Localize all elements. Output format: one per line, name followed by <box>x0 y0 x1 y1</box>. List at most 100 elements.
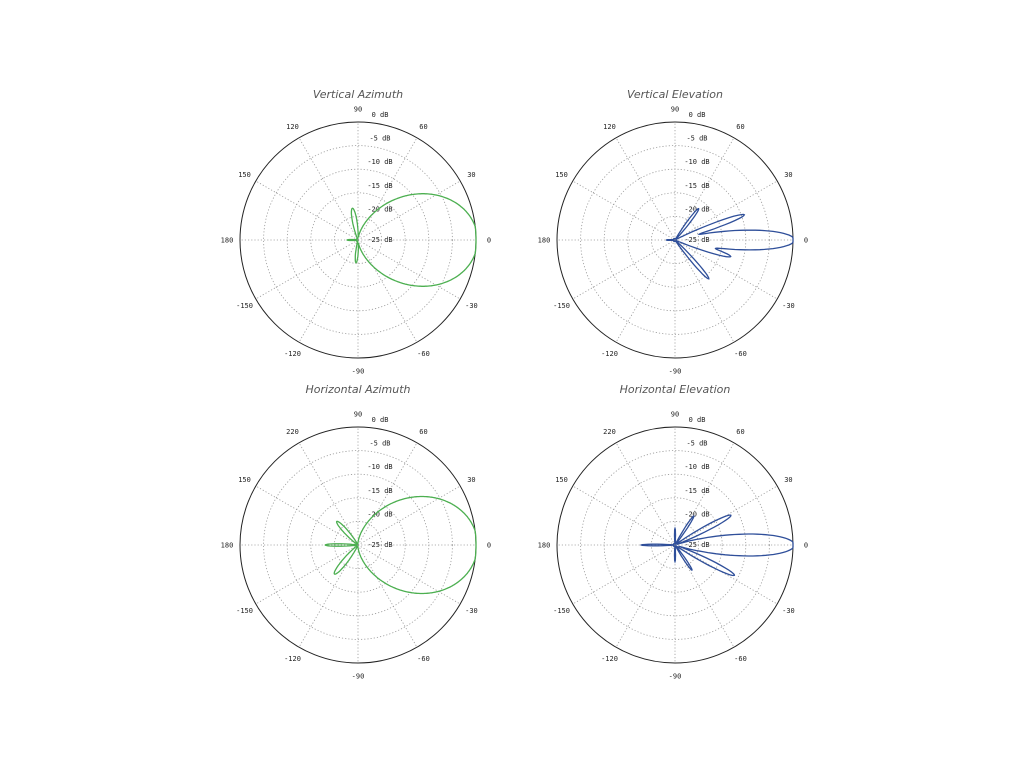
angle-label: -30 <box>782 607 795 615</box>
angle-label: 150 <box>238 171 251 179</box>
ring-label: -10 dB <box>684 463 709 471</box>
angle-label: 30 <box>467 476 475 484</box>
radiation-pattern-line <box>639 514 794 577</box>
ring-label: -15 dB <box>367 487 392 495</box>
angle-label: -90 <box>352 673 365 681</box>
ring-label: -25 dB <box>684 236 709 244</box>
radiation-pattern-line <box>665 207 794 280</box>
angle-label: -120 <box>284 655 301 663</box>
grid-spoke <box>572 485 676 546</box>
chart-title-horizontal-azimuth: Horizontal Azimuth <box>305 383 411 396</box>
radiation-pattern-line <box>324 495 477 595</box>
grid-spoke <box>255 544 359 605</box>
polar-plot-vertical-azimuth: 0 dB -5 dB -10 dB -15 dB -20 dB -25 dB 90 60 30 0… <box>221 106 491 376</box>
angle-label: -150 <box>553 607 570 615</box>
angle-label: -60 <box>734 655 747 663</box>
polar-plot-horizontal-azimuth: 0 dB -5 dB -10 dB -15 dB -20 dB -25 dB 90 60 30 0… <box>221 411 491 681</box>
angle-label: 150 <box>238 476 251 484</box>
angle-label: 60 <box>419 428 427 436</box>
polar-plot-horizontal-elevation: 0 dB -5 dB -10 dB -15 dB -20 dB -25 dB 90 60 30 0… <box>538 411 808 681</box>
grid-spoke <box>298 137 359 241</box>
grid-spoke <box>357 239 418 343</box>
chart-title-vertical-azimuth: Vertical Azimuth <box>312 88 404 101</box>
angle-label: -120 <box>601 655 618 663</box>
angle-label: -150 <box>553 302 570 310</box>
angle-label: 0 <box>804 542 808 550</box>
ring-label: -5 dB <box>369 440 390 448</box>
angle-label: 120 <box>603 123 616 131</box>
angle-label: -90 <box>352 368 365 376</box>
ring-label: 0 dB <box>372 416 389 424</box>
ring-label: 0 dB <box>689 111 706 119</box>
angle-label: 220 <box>286 428 299 436</box>
grid-spoke <box>615 137 676 241</box>
grid-spoke <box>572 180 676 241</box>
grid-ring <box>580 145 770 335</box>
angle-label: 30 <box>467 171 475 179</box>
angle-label: 60 <box>736 428 744 436</box>
angle-label: -120 <box>601 350 618 358</box>
grid-spoke <box>357 239 461 300</box>
grid-ring <box>310 497 406 593</box>
ring-label: 0 dB <box>372 111 389 119</box>
angle-label: 180 <box>538 237 551 245</box>
ring-label: -10 dB <box>367 463 392 471</box>
grid-ring <box>310 192 406 288</box>
angle-label: -120 <box>284 350 301 358</box>
angle-label: 120 <box>286 123 299 131</box>
angle-label: 180 <box>221 542 234 550</box>
grid-spoke <box>615 239 676 343</box>
angle-label: -90 <box>669 368 682 376</box>
ring-label: -5 dB <box>686 135 707 143</box>
angle-label: -30 <box>465 302 478 310</box>
ring-label: -15 dB <box>367 182 392 190</box>
chart-title-vertical-elevation: Vertical Elevation <box>627 88 723 101</box>
grid-spoke <box>298 442 359 546</box>
grid-spoke <box>674 239 735 343</box>
grid-spoke <box>255 180 359 241</box>
grid-spoke <box>357 442 418 546</box>
angle-label: 60 <box>736 123 744 131</box>
grid-ring <box>627 497 723 593</box>
grid-spoke <box>255 485 359 546</box>
grid-spoke <box>674 180 778 241</box>
grid-ring <box>580 450 770 640</box>
angle-label: -60 <box>417 350 430 358</box>
ring-label: -10 dB <box>684 158 709 166</box>
grid-ring <box>627 192 723 288</box>
grid-spoke <box>674 137 735 241</box>
angle-label: 60 <box>419 123 427 131</box>
grid-spoke <box>572 239 676 300</box>
grid-spoke <box>674 485 778 546</box>
radiation-pattern-line <box>346 193 477 287</box>
ring-label: -10 dB <box>367 158 392 166</box>
angle-label: 220 <box>603 428 616 436</box>
angle-label: -60 <box>417 655 430 663</box>
grid-spoke <box>357 180 461 241</box>
chart-title-horizontal-elevation: Horizontal Elevation <box>619 383 731 396</box>
grid-spoke <box>255 239 359 300</box>
angle-label: 90 <box>354 411 362 419</box>
angle-label: 0 <box>487 542 491 550</box>
ring-label: -5 dB <box>686 440 707 448</box>
angle-label: 90 <box>671 411 679 419</box>
angle-label: -150 <box>236 302 253 310</box>
ring-label: -25 dB <box>367 541 392 549</box>
angle-label: 90 <box>671 106 679 114</box>
ring-label: -15 dB <box>684 487 709 495</box>
angle-label: -30 <box>782 302 795 310</box>
angle-label: 30 <box>784 476 792 484</box>
angle-label: 30 <box>784 171 792 179</box>
angle-label: -30 <box>465 607 478 615</box>
ring-label: -25 dB <box>684 541 709 549</box>
angle-label: 90 <box>354 106 362 114</box>
grid-spoke <box>572 544 676 605</box>
grid-spoke <box>674 239 778 300</box>
grid-spoke <box>615 544 676 648</box>
grid-spoke <box>357 544 418 648</box>
angle-label: -60 <box>734 350 747 358</box>
ring-label: 0 dB <box>689 416 706 424</box>
grid-spoke <box>615 442 676 546</box>
angle-label: 150 <box>555 171 568 179</box>
angle-label: 150 <box>555 476 568 484</box>
